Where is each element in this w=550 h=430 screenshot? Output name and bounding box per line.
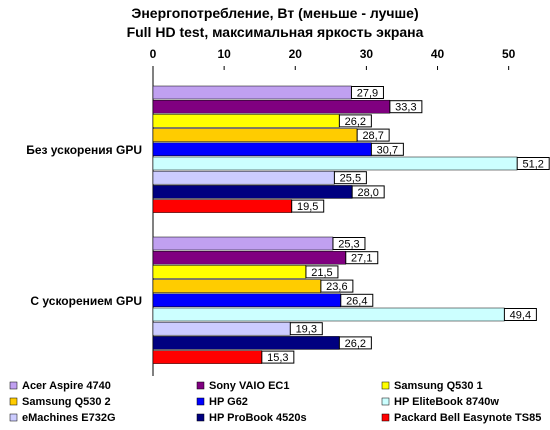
value-label-box: [338, 114, 372, 128]
bar: [152, 170, 335, 185]
x-tick-label: 30: [360, 47, 374, 61]
legend-swatch: [381, 413, 390, 422]
legend-swatch: [196, 397, 205, 406]
x-tick-label: 40: [431, 47, 445, 61]
value-label: 28,7: [362, 130, 383, 142]
value-label-box: [338, 336, 372, 350]
value-label: 21,5: [311, 267, 332, 279]
value-label: 27,9: [357, 88, 378, 100]
bar: [152, 307, 505, 322]
value-label-box: [350, 86, 384, 99]
legend-swatch: [196, 381, 205, 390]
legend-label: HP ProBook 4520s: [209, 412, 307, 424]
value-label: 26,2: [345, 338, 366, 350]
bar: [152, 350, 263, 364]
bar: [152, 321, 291, 336]
value-label-box: [345, 251, 379, 265]
legend-label: HP EliteBook 8740w: [394, 396, 499, 408]
value-label-box: [291, 199, 325, 213]
value-label-box: [289, 322, 323, 336]
value-label: 33,3: [395, 102, 416, 114]
legend-swatch: [9, 397, 18, 406]
legend-label: Samsung Q530 1: [394, 380, 483, 392]
value-label-box: [332, 237, 366, 250]
value-label-box: [261, 350, 295, 364]
value-label: 30,7: [377, 144, 398, 156]
legend-swatch: [9, 381, 18, 390]
value-label-box: [333, 171, 367, 185]
value-label-box: [389, 100, 423, 114]
value-label-box: [516, 157, 550, 170]
bar: [152, 279, 322, 293]
value-label: 19,3: [296, 324, 317, 336]
value-label: 15,3: [267, 352, 288, 364]
chart-subtitle: Full HD test, максимальная яркость экран…: [127, 24, 424, 40]
legend-label: Packard Bell Easynote TS85: [394, 412, 541, 424]
legend-swatch: [196, 413, 205, 422]
bars: [152, 85, 518, 364]
legend-label: Acer Aspire 4740: [22, 380, 111, 392]
value-label: 51,2: [522, 159, 543, 171]
bar: [152, 236, 334, 251]
bar: [152, 336, 340, 350]
value-labels: 27,9 33,3 26,2 28,7 30,7 51,2 25,5 28,0 19,5 25,3…: [261, 86, 550, 364]
category-label: С ускорением GPU: [30, 294, 142, 308]
legend-swatch: [381, 381, 390, 390]
value-label: 28,0: [357, 187, 378, 199]
value-label: 19,5: [297, 201, 318, 213]
value-label-box: [340, 293, 374, 307]
category-label: Без ускорения GPU: [26, 143, 142, 157]
value-label: 23,6: [326, 281, 347, 293]
value-label: 27,1: [351, 253, 372, 265]
bar: [152, 250, 347, 265]
value-label: 25,5: [340, 173, 361, 185]
bar: [152, 293, 342, 308]
legend: Acer Aspire 4740 Sony VAIO EC1 Samsung Q53…: [9, 380, 541, 424]
bar: [152, 85, 352, 100]
legend-label: HP G62: [209, 396, 248, 408]
x-tick-label: 50: [502, 47, 516, 61]
bar: [152, 114, 340, 128]
value-label-box: [320, 279, 354, 293]
bar: [152, 99, 391, 114]
bar: [152, 142, 372, 157]
bar: [152, 265, 307, 279]
legend-swatch: [9, 413, 18, 422]
x-tick-label: 10: [217, 47, 231, 61]
value-label-box: [370, 142, 404, 156]
bar: [152, 156, 518, 171]
value-label: 26,2: [345, 116, 366, 128]
legend-swatch: [381, 397, 390, 406]
legend-label: Sony VAIO EC1: [209, 380, 289, 392]
x-tick-label: 0: [150, 47, 157, 61]
value-label: 26,4: [346, 295, 367, 307]
legend-label: Samsung Q530 2: [22, 396, 111, 408]
bar: [152, 128, 358, 142]
value-label: 25,3: [338, 239, 359, 251]
value-label-box: [305, 265, 339, 279]
value-label-box: [503, 308, 537, 321]
chart-title: Энергопотребление, Вт (меньше - лучше): [131, 5, 418, 21]
value-label-box: [351, 185, 385, 199]
value-label: 49,4: [510, 310, 531, 322]
category-labels: Без ускорения GPU С ускорением GPU: [26, 143, 142, 308]
bar: [152, 185, 353, 199]
legend-label: eMachines E732G: [22, 412, 116, 424]
bar: [152, 199, 292, 213]
x-tick-label: 20: [289, 47, 303, 61]
value-label-box: [356, 128, 390, 142]
